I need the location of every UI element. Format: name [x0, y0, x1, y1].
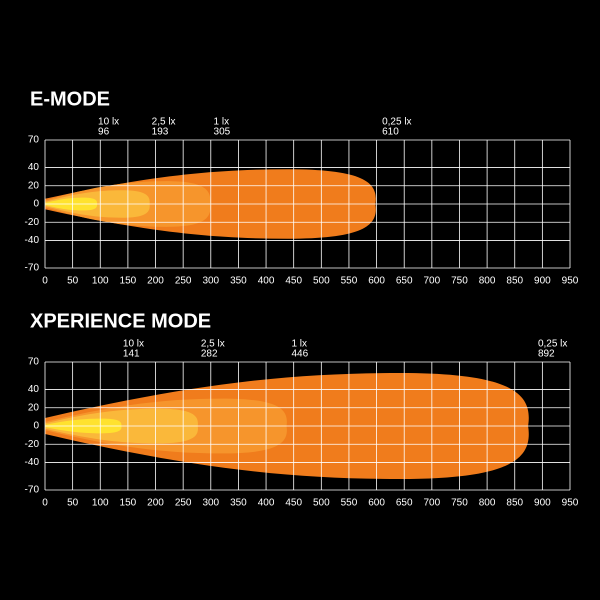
y-tick-label: 70 [28, 135, 40, 146]
x-tick-label: 750 [451, 498, 468, 509]
zone-reach: 193 [152, 127, 169, 138]
x-tick-label: 0 [42, 498, 48, 509]
x-tick-label: 850 [506, 276, 523, 287]
y-tick-label: 70 [28, 357, 40, 368]
x-tick-label: 150 [120, 276, 137, 287]
zone-reach: 305 [214, 127, 231, 138]
y-tick-label: -70 [25, 263, 40, 274]
zone-reach: 96 [98, 127, 110, 138]
x-tick-label: 650 [396, 498, 413, 509]
x-tick-label: 150 [120, 498, 137, 509]
x-tick-label: 650 [396, 276, 413, 287]
x-tick-label: 850 [506, 498, 523, 509]
x-tick-label: 50 [67, 498, 79, 509]
y-tick-label: 20 [28, 180, 40, 191]
zone-label: 2,5 lx [201, 339, 225, 350]
zone-label: 0,25 lx [382, 117, 411, 128]
x-tick-label: 400 [258, 276, 275, 287]
x-tick-label: 950 [562, 276, 579, 287]
chart-title: XPERIENCE MODE [30, 310, 211, 332]
x-tick-label: 550 [341, 276, 358, 287]
y-tick-label: 40 [28, 384, 40, 395]
chart-title: E-MODE [30, 88, 110, 110]
x-tick-label: 500 [313, 498, 330, 509]
x-tick-label: 900 [534, 498, 551, 509]
y-tick-label: -40 [25, 457, 40, 468]
x-tick-label: 950 [562, 498, 579, 509]
y-tick-label: -40 [25, 235, 40, 246]
zone-label: 10 lx [98, 117, 119, 128]
zone-reach: 141 [123, 349, 140, 360]
x-tick-label: 400 [258, 498, 275, 509]
x-tick-label: 550 [341, 498, 358, 509]
x-tick-label: 350 [230, 498, 247, 509]
x-tick-label: 900 [534, 276, 551, 287]
x-tick-label: 50 [67, 276, 79, 287]
x-tick-label: 200 [147, 276, 164, 287]
x-tick-label: 250 [175, 498, 192, 509]
x-tick-label: 200 [147, 498, 164, 509]
x-tick-label: 100 [92, 498, 109, 509]
zone-reach: 610 [382, 127, 399, 138]
x-tick-label: 350 [230, 276, 247, 287]
x-tick-label: 500 [313, 276, 330, 287]
zone-reach: 446 [291, 349, 308, 360]
zone-reach: 282 [201, 349, 218, 360]
y-tick-label: -20 [25, 217, 40, 228]
x-tick-label: 450 [285, 498, 302, 509]
x-tick-label: 600 [368, 276, 385, 287]
x-tick-label: 800 [479, 498, 496, 509]
y-tick-label: -20 [25, 439, 40, 450]
zone-label: 1 lx [214, 117, 230, 128]
y-tick-label: -70 [25, 485, 40, 496]
x-tick-label: 0 [42, 276, 48, 287]
x-tick-label: 600 [368, 498, 385, 509]
zone-label: 10 lx [123, 339, 144, 350]
y-tick-label: 20 [28, 402, 40, 413]
x-tick-label: 100 [92, 276, 109, 287]
zone-label: 2,5 lx [152, 117, 176, 128]
y-tick-label: 0 [33, 199, 39, 210]
x-tick-label: 800 [479, 276, 496, 287]
y-tick-label: 0 [33, 421, 39, 432]
x-tick-label: 450 [285, 276, 302, 287]
x-tick-label: 750 [451, 276, 468, 287]
y-tick-label: 40 [28, 162, 40, 173]
zone-reach: 892 [538, 349, 555, 360]
x-tick-label: 300 [202, 498, 219, 509]
x-tick-label: 250 [175, 276, 192, 287]
zone-label: 1 lx [291, 339, 307, 350]
x-tick-label: 700 [423, 498, 440, 509]
zone-label: 0,25 lx [538, 339, 567, 350]
x-tick-label: 700 [423, 276, 440, 287]
x-tick-label: 300 [202, 276, 219, 287]
